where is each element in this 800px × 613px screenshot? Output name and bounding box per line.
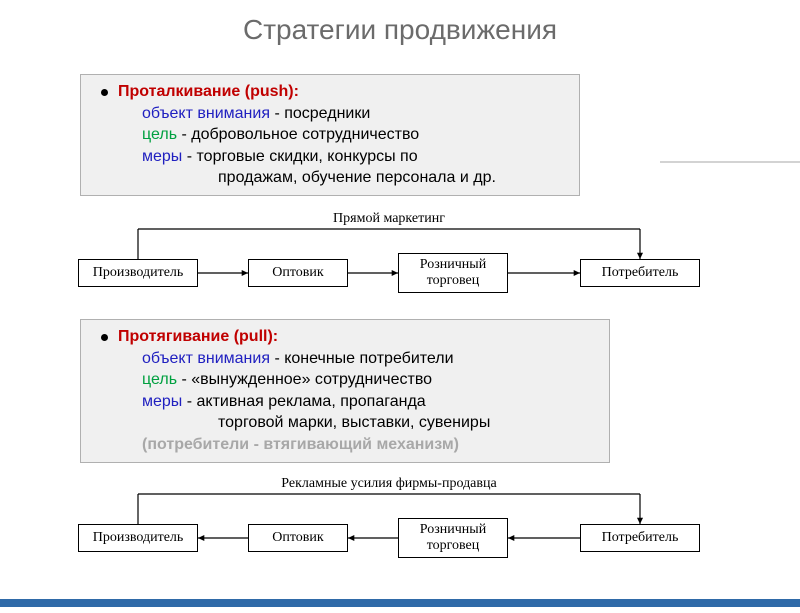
pull-heading: Протягивание (pull): [118, 326, 490, 348]
push-r3-label: меры [142, 148, 182, 165]
bullet-icon [101, 89, 108, 96]
push-r3-text: - торговые скидки, конкурсы по [182, 148, 417, 165]
diagram-node: Потребитель [580, 259, 700, 287]
push-r2-text: - добровольное сотрудничество [177, 126, 419, 143]
bullet-icon [101, 334, 108, 341]
push-r2-label: цель [142, 126, 177, 143]
diagram-node: Розничный торговец [398, 253, 508, 293]
diagram-label: Рекламные усилия фирмы-продавца [138, 476, 640, 492]
pull-r3b: торговой марки, выставки, сувениры [118, 412, 490, 434]
diagram-label: Прямой маркетинг [138, 211, 640, 227]
pull-r3-label: меры [142, 393, 182, 410]
pull-diagram: Рекламные усилия фирмы-продавца Производи… [0, 464, 800, 574]
push-diagram: Прямой маркетинг Производитель Оптовик Розн… [0, 199, 800, 309]
diagram-node: Оптовик [248, 259, 348, 287]
slide-title: Стратегии продвижения [0, 14, 800, 46]
push-r3b: продажам, обучение персонала и др. [118, 167, 496, 189]
pull-r4-gray: (потребители - втягивающий механизм) [118, 434, 490, 456]
diagram-node: Потребитель [580, 524, 700, 552]
pull-r2-text: - «вынужденное» сотрудничество [177, 371, 432, 388]
pull-r3-text: - активная реклама, пропаганда [182, 393, 425, 410]
bottom-accent-bar [0, 599, 800, 607]
diagram-node: Оптовик [248, 524, 348, 552]
diagram-node: Производитель [78, 524, 198, 552]
push-heading: Проталкивание (push): [118, 81, 496, 103]
diagram-node: Производитель [78, 259, 198, 287]
diagram-node: Розничный торговец [398, 518, 508, 558]
push-r1-text: - посредники [270, 105, 370, 122]
pull-r1-text: - конечные потребители [270, 350, 454, 367]
pull-strategy-box: Протягивание (pull): объект внимания - к… [80, 319, 610, 463]
pull-r2-label: цель [142, 371, 177, 388]
push-strategy-box: Проталкивание (push): объект внимания - … [80, 74, 580, 196]
side-divider-line [660, 161, 800, 163]
pull-r1-label: объект внимания [142, 350, 270, 367]
push-r1-label: объект внимания [142, 105, 270, 122]
